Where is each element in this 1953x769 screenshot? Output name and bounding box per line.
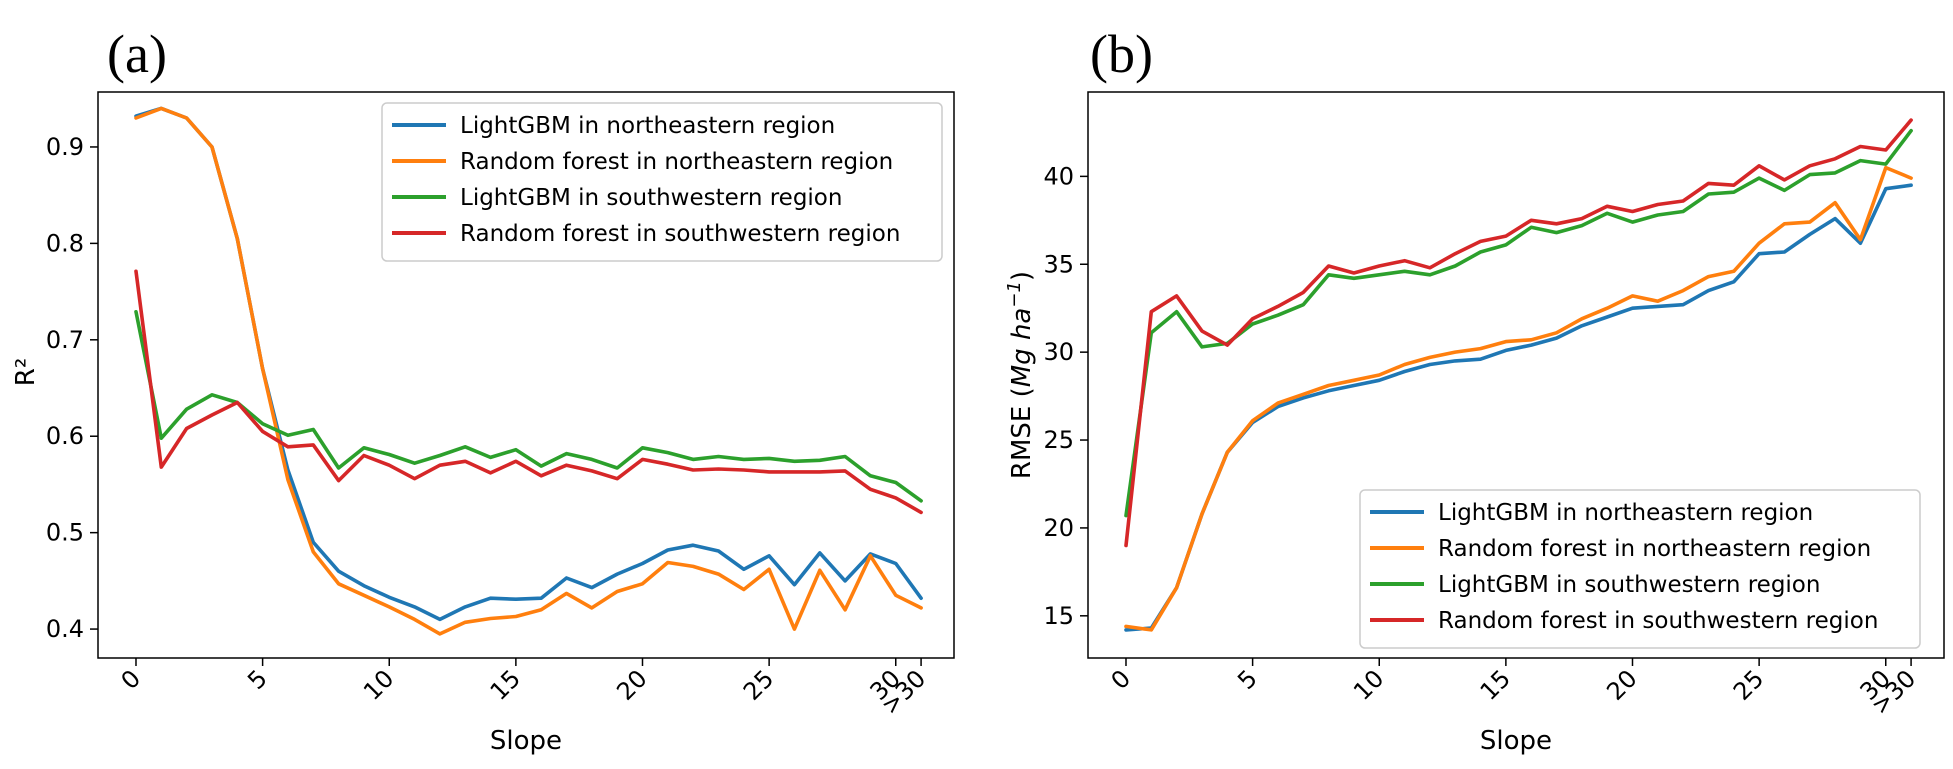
panel-label-a: (a) — [107, 24, 167, 84]
series-layer-b — [1124, 118, 1913, 632]
series-layer-a — [134, 106, 923, 636]
y-tick-label: 0.9 — [46, 133, 84, 161]
y-tick-label: 0.5 — [46, 519, 84, 547]
legend-a: LightGBM in northeastern region Random fo… — [381, 102, 943, 262]
series-line-rf-northeast-b — [1124, 165, 1913, 632]
y-axis-label-b-suffix: ) — [1007, 271, 1037, 281]
series-line-lightgbm-southwest-b — [1124, 128, 1913, 518]
y-tick-label: 0.6 — [46, 422, 84, 450]
panel-label-b: (b) — [1090, 24, 1153, 84]
legend-box — [1359, 489, 1921, 649]
legend-label-lightgbm-northeast: LightGBM in northeastern region — [1438, 500, 1813, 526]
y-axis-label-b-prefix: RMSE ( — [1007, 387, 1037, 479]
y-tick-label: 30 — [1043, 338, 1074, 366]
y-tick-label: 25 — [1043, 426, 1074, 454]
y-tick-label: 0.8 — [46, 229, 84, 257]
series-line-rf-northeast-a — [134, 106, 923, 636]
y-tick-label: 20 — [1043, 514, 1074, 542]
y-tick-label: 15 — [1043, 602, 1074, 630]
legend-label-rf-southwest: Random forest in southwestern region — [460, 221, 900, 247]
y-tick-label: 35 — [1043, 250, 1074, 278]
y-tick-label: 0.4 — [46, 615, 84, 643]
y-axis-label-b-unit: Mg ha — [1007, 308, 1037, 388]
legend-label-lightgbm-southwest: LightGBM in southwestern region — [460, 185, 842, 211]
legend-label-lightgbm-southwest: LightGBM in southwestern region — [1438, 572, 1820, 598]
plot-area-a — [97, 91, 955, 659]
x-axis-label-a: Slope — [490, 726, 562, 756]
series-line-rf-southwest-b — [1124, 118, 1913, 548]
y-ticks-a: 0.4 0.5 0.6 0.7 0.8 0.9 — [46, 133, 98, 643]
legend-label-rf-northeast: Random forest in northeastern region — [1438, 536, 1871, 562]
legend-box — [381, 102, 943, 262]
y-tick-label: 40 — [1043, 162, 1074, 190]
legend-label-rf-southwest: Random forest in southwestern region — [1438, 608, 1878, 634]
y-axis-label-a: R² — [11, 358, 41, 387]
x-axis-label-b: Slope — [1480, 726, 1552, 756]
y-axis-label-b: RMSE (Mg ha−1) — [1004, 271, 1037, 479]
panel-a: (a) 0 5 10 15 20 25 30>30 0.40.50.60.70.80.9 S… — [11, 24, 955, 756]
legend-label-lightgbm-northeast: LightGBM in northeastern region — [460, 113, 835, 139]
y-axis-label-b-exponent: −1 — [1004, 281, 1025, 308]
legend-label-rf-northeast: Random forest in northeastern region — [460, 149, 893, 175]
series-line-rf-southwest-a — [134, 269, 923, 515]
series-line-lightgbm-southwest-a — [134, 309, 923, 503]
legend-b: LightGBM in northeastern region Random fo… — [1359, 489, 1921, 649]
y-tick-label: 0.7 — [46, 326, 84, 354]
plot-area-b — [1087, 91, 1945, 659]
y-ticks-b: 15 20 25 30 35 40 — [1043, 162, 1088, 630]
